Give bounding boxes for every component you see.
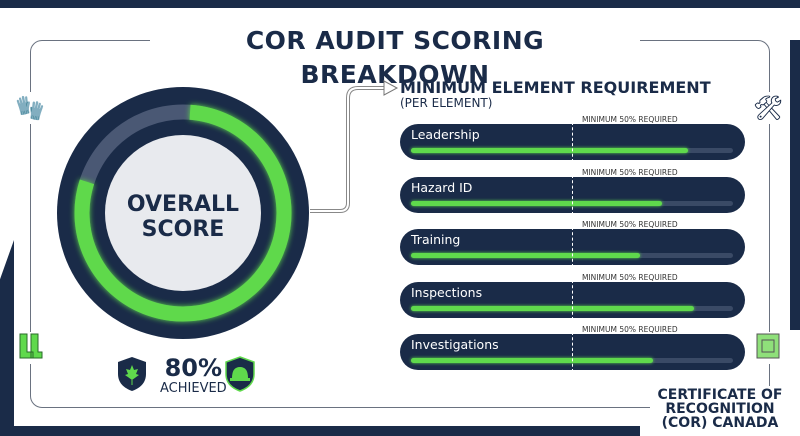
element-score-fill [411,148,688,153]
element-row-investigations: Investigations [400,332,745,372]
element-row-leadership: Leadership [400,122,745,162]
hard-hat-shield-icon [225,356,255,392]
element-row-hazard-id: Hazard ID [400,174,745,215]
minimum-threshold-line [572,279,573,320]
right-stripe [790,40,800,330]
element-name: Training [411,232,461,247]
achieved-label: ACHIEVED [160,381,227,396]
requirements-subtitle: (PER ELEMENT) [400,96,493,110]
element-score-fill [411,253,640,258]
element-score-fill [411,200,663,206]
minimum-threshold-line [572,122,573,162]
element-row-training: Training [400,227,745,267]
ring-center [105,135,261,291]
minimum-required-label: MINIMUM 50% REQUIRED [582,325,678,334]
element-name: Leadership [411,127,480,142]
blueprint-icon [752,332,784,364]
overall-label-line2: SCORE [141,217,225,242]
achieved-block: 80% ACHIEVED [160,355,227,396]
element-score-fill [411,305,695,311]
top-band [0,0,800,8]
ring-progress-arc [74,104,292,322]
overall-score-ring [57,87,309,339]
overall-percent: 80% [164,354,223,382]
overall-score-label: OVERALL SCORE [105,192,261,242]
minimum-required-label: MINIMUM 50% REQUIRED [582,220,678,229]
element-score-fill [411,358,653,363]
maple-leaf-shield-icon [118,357,146,391]
minimum-required-label: MINIMUM 50% REQUIRED [582,272,678,282]
element-row-inspections: Inspections [400,279,745,320]
minimum-threshold-line [572,227,573,267]
gloves-icon: 🧤 [14,92,46,124]
connector-arrow [310,80,399,213]
boots-icon [14,332,46,364]
overall-label-line1: OVERALL [126,192,240,217]
left-wedge [0,240,14,436]
tools-icon: 🛠 [752,92,784,124]
minimum-threshold-line [572,332,573,372]
minimum-required-label: MINIMUM 50% REQUIRED [582,167,678,177]
minimum-threshold-line [572,174,573,215]
footer-line3: (COR) CANADA [661,415,779,431]
element-name: Hazard ID [411,179,473,195]
page-title: COR AUDIT SCORING BREAKDOWN [150,24,640,89]
footer-line2: RECOGNITION [665,401,775,417]
element-name: Inspections [411,284,483,300]
element-name: Investigations [411,337,499,352]
footer-certificate: CERTIFICATE OF RECOGNITION (COR) CANADA [650,386,790,432]
bottom-band [0,426,640,436]
minimum-required-label: MINIMUM 50% REQUIRED [582,115,678,124]
requirements-title: MINIMUM ELEMENT REQUIREMENT [400,78,711,97]
footer-line1: CERTIFICATE OF [657,387,783,403]
